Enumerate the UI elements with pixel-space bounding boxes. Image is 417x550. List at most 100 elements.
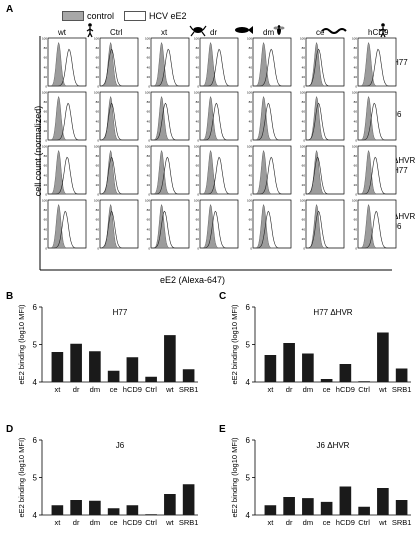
svg-text:80: 80 (302, 208, 306, 212)
y-tick-label: 5 (246, 474, 251, 483)
histogram-cell: 0 20 40 60 80 100 (145, 37, 190, 89)
svg-text:0: 0 (355, 85, 357, 89)
x-tick-label: dr (73, 518, 80, 527)
panel-letter-d: D (6, 424, 13, 435)
svg-text:40: 40 (302, 119, 306, 123)
bar-hcd9 (126, 505, 139, 515)
svg-text:20: 20 (302, 75, 306, 79)
svg-text:100: 100 (300, 37, 305, 41)
svg-text:20: 20 (196, 183, 200, 187)
svg-text:20: 20 (44, 183, 48, 187)
svg-text:60: 60 (302, 110, 306, 114)
svg-text:100: 100 (194, 199, 199, 203)
svg-text:80: 80 (44, 46, 48, 50)
svg-text:100: 100 (194, 37, 199, 41)
svg-text:60: 60 (354, 110, 358, 114)
svg-text:20: 20 (147, 237, 151, 241)
panel-letter-c: C (219, 291, 226, 302)
bar-ce (107, 508, 120, 515)
svg-text:80: 80 (96, 100, 100, 104)
x-tick-label: Ctrl (145, 518, 157, 527)
svg-text:100: 100 (42, 37, 47, 41)
histogram-cell: 0 20 40 60 80 100 (194, 91, 239, 143)
panel-letter-b: B (6, 291, 13, 302)
svg-text:100: 100 (145, 37, 150, 41)
human-icon (86, 23, 94, 38)
y-tick-label: 4 (33, 378, 38, 387)
legend: control HCV eE2 (62, 11, 187, 21)
x-tick-label: SRB1 (179, 385, 199, 394)
svg-text:60: 60 (96, 218, 100, 222)
svg-text:40: 40 (196, 65, 200, 69)
chart-title: J6 ΔHVR (317, 441, 350, 450)
svg-text:60: 60 (196, 110, 200, 114)
chart-title: J6 (116, 441, 125, 450)
svg-text:60: 60 (249, 110, 253, 114)
x-tick-label: ce (323, 518, 331, 527)
svg-text:40: 40 (302, 65, 306, 69)
svg-text:20: 20 (354, 75, 358, 79)
svg-text:20: 20 (44, 75, 48, 79)
svg-text:60: 60 (147, 56, 151, 60)
svg-text:20: 20 (96, 183, 100, 187)
bar-ctrl (145, 514, 157, 515)
bar-srb1 (182, 484, 195, 515)
row-label-2: ΔHVR H77 (393, 156, 416, 175)
bar-ctrl (358, 381, 370, 382)
svg-text:40: 40 (44, 227, 48, 231)
bar-dm (302, 498, 314, 515)
svg-text:0: 0 (97, 193, 99, 197)
svg-text:60: 60 (302, 164, 306, 168)
svg-text:0: 0 (148, 139, 150, 143)
histogram-cell: 0 20 40 60 80 100 (247, 145, 292, 197)
svg-text:80: 80 (196, 154, 200, 158)
svg-text:20: 20 (96, 129, 100, 133)
histogram-cell: 0 20 40 60 80 100 (42, 37, 87, 89)
x-tick-label: dr (286, 518, 293, 527)
svg-text:80: 80 (44, 100, 48, 104)
svg-text:20: 20 (249, 129, 253, 133)
histogram-cell: 0 20 40 60 80 100 (94, 199, 139, 251)
svg-text:80: 80 (44, 154, 48, 158)
svg-text:100: 100 (247, 91, 252, 95)
column-label-dr: dr (210, 28, 218, 37)
svg-text:20: 20 (147, 183, 151, 187)
svg-text:20: 20 (249, 237, 253, 241)
row-label-3: ΔHVR J6 (393, 212, 416, 231)
svg-text:40: 40 (96, 119, 100, 123)
x-tick-label: ce (110, 385, 118, 394)
y-tick-label: 6 (33, 303, 38, 312)
svg-text:40: 40 (44, 65, 48, 69)
svg-text:0: 0 (197, 247, 199, 251)
svg-text:0: 0 (303, 193, 305, 197)
svg-text:20: 20 (96, 75, 100, 79)
svg-text:60: 60 (302, 218, 306, 222)
svg-text:0: 0 (97, 85, 99, 89)
svg-text:100: 100 (42, 199, 47, 203)
svg-text:40: 40 (196, 227, 200, 231)
bar-srb1 (395, 500, 408, 515)
svg-text:60: 60 (196, 218, 200, 222)
svg-text:40: 40 (96, 173, 100, 177)
bar-ctrl (358, 506, 370, 515)
svg-text:60: 60 (302, 56, 306, 60)
svg-text:60: 60 (354, 218, 358, 222)
x-tick-label: dm (303, 518, 313, 527)
row-label-1: J6 (393, 110, 402, 119)
svg-text:0: 0 (197, 85, 199, 89)
svg-text:0: 0 (250, 193, 252, 197)
x-tick-label: xt (267, 385, 274, 394)
x-tick-label: wt (378, 385, 387, 394)
svg-text:40: 40 (354, 227, 358, 231)
bar-dr (283, 343, 295, 382)
column-label-ctrl: Ctrl (110, 28, 123, 37)
legend-label-hcv: HCV eE2 (149, 11, 187, 21)
svg-text:20: 20 (354, 129, 358, 133)
histogram-cell: 0 20 40 60 80 100 (94, 145, 139, 197)
legend-swatch-control (62, 11, 84, 21)
svg-text:40: 40 (147, 119, 151, 123)
x-tick-label: hCD9 (336, 385, 355, 394)
svg-text:0: 0 (355, 247, 357, 251)
svg-text:0: 0 (355, 193, 357, 197)
